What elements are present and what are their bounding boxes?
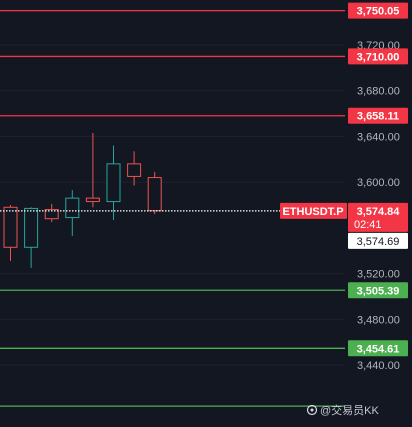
resistance-label-box	[348, 48, 408, 65]
candle-body	[3, 206, 18, 248]
price-tick-label: 3,600.00	[357, 177, 400, 189]
price-levels	[0, 10, 345, 407]
resistance-label-box	[348, 107, 408, 124]
candle-body	[85, 197, 100, 203]
candle-body	[65, 197, 80, 219]
support-label-box	[348, 340, 408, 357]
price-tick-label: 3,640.00	[357, 131, 400, 143]
candles	[3, 133, 162, 268]
last-price-label: 3,574.84	[357, 206, 401, 218]
crosshair-price-label: 3,574.69	[357, 236, 400, 248]
candle-body	[127, 163, 142, 177]
countdown-label: 02:41	[354, 219, 382, 231]
watermark: @交易员KK	[306, 403, 380, 417]
weibo-icon-dot	[310, 408, 314, 412]
candle-body	[24, 207, 39, 248]
price-tick-label: 3,520.00	[357, 269, 400, 281]
support-label-box	[348, 282, 408, 299]
crosshair-price-label-box	[348, 232, 408, 249]
resistance-label: 3,750.05	[357, 6, 400, 18]
candle-body	[106, 163, 121, 203]
candle-body	[147, 177, 162, 212]
grid-lines	[0, 44, 345, 366]
resistance-label: 3,658.11	[357, 111, 399, 123]
candle-body	[44, 209, 59, 220]
price-tick-label: 3,440.00	[357, 360, 400, 372]
price-axis-labels: 3,750.05 3,710.00 3,658.11 3,505.39 3,454.61…	[280, 2, 408, 357]
resistance-label: 3,710.00	[357, 51, 400, 63]
support-label: 3,454.61	[357, 343, 400, 355]
last-price-label-box	[348, 202, 408, 232]
weibo-icon	[306, 404, 318, 416]
symbol-tag-box	[280, 202, 347, 219]
watermark-text: @交易员KK	[320, 403, 380, 417]
support-label: 3,505.39	[357, 285, 400, 297]
resistance-label-box	[348, 2, 408, 19]
symbol-tag: ETHUSDT.P	[282, 206, 343, 218]
price-tick-label: 3,480.00	[357, 314, 400, 326]
price-tick-label: 3,680.00	[357, 86, 400, 98]
